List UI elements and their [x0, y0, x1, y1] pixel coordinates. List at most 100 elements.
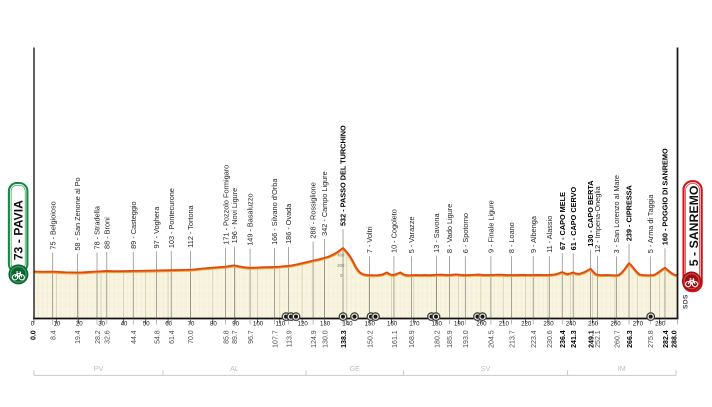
- svg-text:239 - CIPRESSA: 239 - CIPRESSA: [625, 184, 634, 241]
- svg-text:180: 180: [432, 321, 443, 328]
- svg-text:50: 50: [143, 321, 150, 328]
- svg-text:54.8: 54.8: [154, 330, 161, 344]
- svg-text:185.9: 185.9: [447, 330, 454, 348]
- svg-text:241.3: 241.3: [571, 330, 578, 348]
- svg-text:44.4: 44.4: [131, 330, 138, 344]
- svg-text:249.1: 249.1: [588, 330, 595, 348]
- svg-text:AL: AL: [230, 364, 239, 373]
- svg-text:236.4: 236.4: [560, 330, 567, 348]
- svg-text:270: 270: [633, 321, 644, 328]
- svg-text:67 - CAPO MELE: 67 - CAPO MELE: [558, 192, 567, 250]
- svg-text:190: 190: [454, 321, 465, 328]
- svg-text:80: 80: [210, 321, 217, 328]
- svg-text:8.4: 8.4: [51, 330, 58, 340]
- svg-text:140: 140: [342, 321, 353, 328]
- svg-text:88 - Broni: 88 - Broni: [102, 217, 111, 249]
- svg-text:8 - Vado Ligure: 8 - Vado Ligure: [445, 204, 454, 253]
- svg-text:78 - Stradella: 78 - Stradella: [93, 205, 102, 249]
- svg-text:112 - Tortona: 112 - Tortona: [186, 204, 195, 247]
- svg-text:100: 100: [253, 321, 264, 328]
- svg-text:250: 250: [588, 321, 599, 328]
- svg-text:260: 260: [610, 321, 621, 328]
- svg-text:180.2: 180.2: [434, 330, 441, 348]
- svg-text:186 - Ovada: 186 - Ovada: [284, 203, 293, 244]
- svg-text:200: 200: [337, 263, 345, 268]
- svg-text:28.2: 28.2: [95, 330, 102, 344]
- svg-text:230.6: 230.6: [547, 330, 554, 348]
- svg-text:107.7: 107.7: [272, 330, 279, 348]
- svg-text:97 - Voghera: 97 - Voghera: [152, 206, 161, 249]
- svg-text:161.1: 161.1: [392, 330, 399, 348]
- svg-text:138.3: 138.3: [341, 330, 348, 348]
- svg-text:5 - Varazze: 5 - Varazze: [407, 216, 416, 253]
- svg-text:149 - Basaluzzo: 149 - Basaluzzo: [246, 193, 255, 245]
- svg-text:58 - San Zenone al Po: 58 - San Zenone al Po: [73, 177, 82, 250]
- svg-text:5 - SANREMO: 5 - SANREMO: [687, 185, 701, 266]
- svg-text:0.0: 0.0: [30, 330, 37, 340]
- svg-text:150: 150: [365, 321, 376, 328]
- svg-text:75 - Belgioioso: 75 - Belgioioso: [48, 201, 57, 249]
- svg-text:220: 220: [521, 321, 532, 328]
- svg-text:96.7: 96.7: [248, 330, 255, 344]
- svg-text:266.3: 266.3: [627, 330, 634, 348]
- svg-text:9 - Albenga: 9 - Albenga: [529, 215, 538, 253]
- svg-text:10: 10: [54, 321, 61, 328]
- svg-text:210: 210: [499, 321, 510, 328]
- svg-text:73 - PAVIA: 73 - PAVIA: [11, 200, 25, 260]
- svg-text:60: 60: [165, 321, 172, 328]
- svg-text:61.4: 61.4: [169, 330, 176, 344]
- svg-text:89 - Casteggio: 89 - Casteggio: [129, 201, 138, 248]
- svg-text:130.0: 130.0: [322, 330, 329, 348]
- svg-text:193.0: 193.0: [463, 330, 470, 348]
- svg-text:171 - Pozzolo Formigaro: 171 - Pozzolo Formigaro: [221, 165, 230, 245]
- svg-text:252.1: 252.1: [595, 330, 602, 348]
- svg-text:7 - Voltri: 7 - Voltri: [365, 226, 374, 253]
- svg-text:70: 70: [188, 321, 195, 328]
- svg-text:SDS: SDS: [682, 294, 689, 309]
- svg-text:IM: IM: [618, 364, 626, 373]
- svg-text:288.0: 288.0: [672, 330, 679, 348]
- svg-text:166 - Silvano d'Orba: 166 - Silvano d'Orba: [270, 178, 279, 245]
- svg-text:150.2: 150.2: [367, 330, 374, 348]
- svg-text:19.4: 19.4: [75, 330, 82, 344]
- svg-text:213.7: 213.7: [509, 330, 516, 348]
- svg-text:280: 280: [655, 321, 666, 328]
- svg-text:160 - POGGIO DI SANREMO: 160 - POGGIO DI SANREMO: [661, 148, 670, 245]
- svg-text:204.5: 204.5: [489, 330, 496, 348]
- svg-text:0: 0: [340, 273, 343, 278]
- svg-text:230: 230: [543, 321, 554, 328]
- svg-text:PV: PV: [94, 364, 104, 373]
- svg-text:342 - Campo Ligure: 342 - Campo Ligure: [320, 171, 329, 236]
- svg-text:0: 0: [31, 321, 35, 328]
- svg-text:130 - CAPO BERTA: 130 - CAPO BERTA: [586, 180, 595, 247]
- svg-text:168.9: 168.9: [409, 330, 416, 348]
- svg-text:40: 40: [121, 321, 128, 328]
- svg-text:61 - CAPO CERVO: 61 - CAPO CERVO: [569, 186, 578, 250]
- svg-text:6 - Spotorno: 6 - Spotorno: [461, 213, 470, 253]
- svg-text:110: 110: [276, 321, 286, 328]
- svg-text:5 - Arma di Taggia: 5 - Arma di Taggia: [646, 194, 655, 254]
- svg-text:196 - Novi Ligure: 196 - Novi Ligure: [230, 188, 239, 244]
- svg-text:282.4: 282.4: [663, 330, 670, 348]
- svg-text:9 - Finale Ligure: 9 - Finale Ligure: [487, 200, 496, 253]
- svg-text:SV: SV: [481, 364, 491, 373]
- svg-text:223.4: 223.4: [531, 330, 538, 348]
- svg-text:532 - PASSO DEL TURCHINO: 532 - PASSO DEL TURCHINO: [339, 125, 348, 226]
- svg-text:260.7: 260.7: [614, 330, 621, 348]
- svg-text:12 - Imperia-Oneglia: 12 - Imperia-Oneglia: [593, 185, 602, 252]
- svg-text:288 - Rossiglione: 288 - Rossiglione: [309, 182, 318, 238]
- svg-text:3 - San Lorenzo al Mare: 3 - San Lorenzo al Mare: [612, 175, 621, 253]
- svg-text:8 - Loano: 8 - Loano: [507, 222, 516, 253]
- svg-text:275.8: 275.8: [648, 330, 655, 348]
- svg-text:10 - Cogoleto: 10 - Cogoleto: [390, 209, 399, 253]
- svg-text:90: 90: [232, 321, 239, 328]
- svg-text:130: 130: [320, 321, 331, 328]
- svg-text:89.7: 89.7: [232, 330, 239, 344]
- svg-text:85.8: 85.8: [224, 330, 231, 344]
- svg-text:GE: GE: [350, 364, 361, 373]
- svg-text:11 - Alassio: 11 - Alassio: [545, 216, 554, 253]
- svg-text:160: 160: [387, 321, 398, 328]
- svg-text:30: 30: [98, 321, 105, 328]
- svg-text:32.6: 32.6: [105, 330, 112, 344]
- svg-text:120: 120: [298, 321, 309, 328]
